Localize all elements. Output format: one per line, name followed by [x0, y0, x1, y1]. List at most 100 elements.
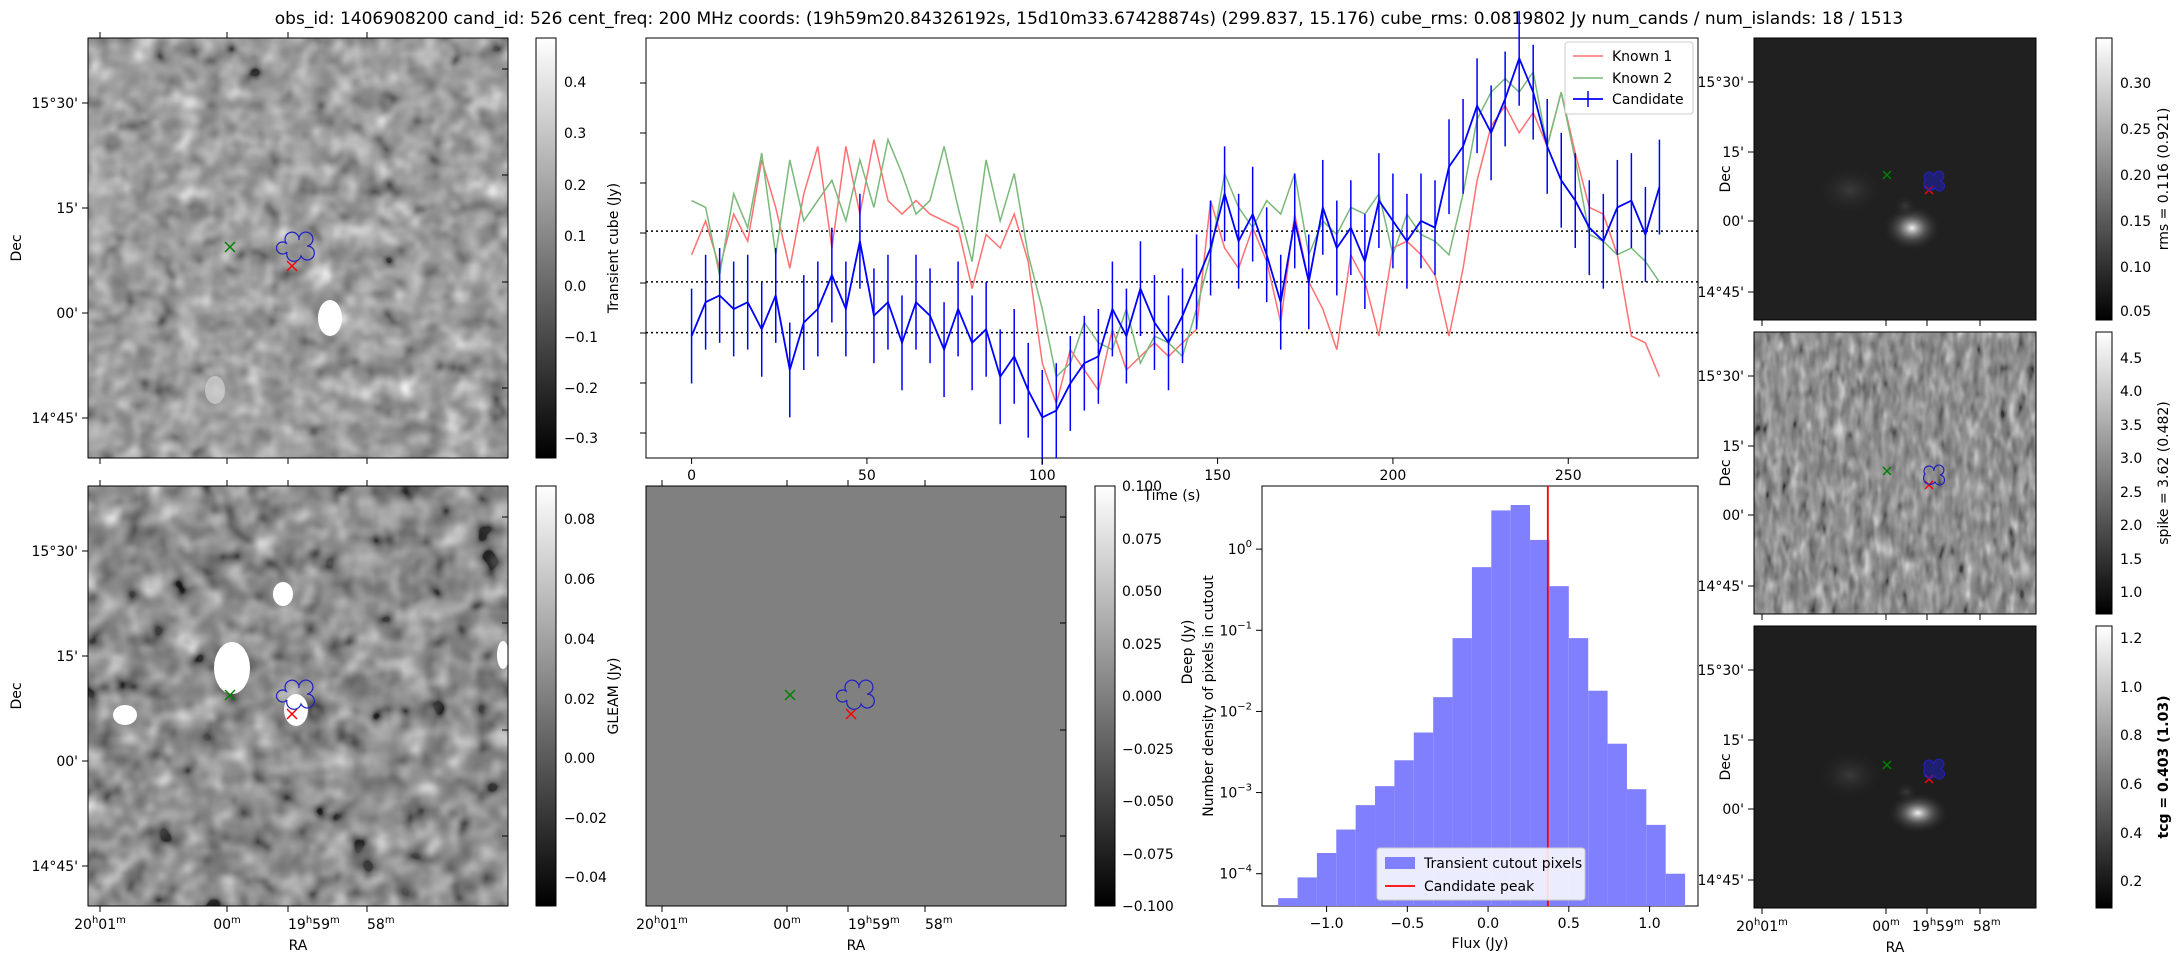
x-tick-label: −0.5 — [1390, 916, 1424, 932]
histogram-bar — [1626, 789, 1647, 906]
rms-panel: 15°30' 15' 00' 14°45' Dec 0.30 0.25 0.20… — [1698, 37, 2172, 326]
y-tick-label: 10−2 — [1219, 701, 1252, 720]
ra-axis-label: RA — [1886, 940, 1905, 956]
cbar-tick-label: 1.5 — [2120, 552, 2142, 568]
dec-axis-label: Dec — [1718, 753, 1734, 780]
cbar-tick-label: 0.6 — [2120, 777, 2142, 793]
histogram-plot — [1278, 486, 1686, 906]
cbar-tick-label: 0.1 — [564, 229, 586, 245]
histogram-bar — [1297, 877, 1317, 906]
rms-cbar-label: rms = 0.116 (0.921) — [2156, 108, 2172, 251]
cbar-tick-label: 1.0 — [2120, 680, 2142, 696]
ra-tick-label: 00m — [773, 915, 801, 933]
series-line-candidate — [690, 55, 1661, 419]
light-curve-plot — [646, 10, 1698, 465]
cbar-tick-label: 1.2 — [2120, 631, 2142, 647]
legend-label: Known 1 — [1612, 49, 1672, 65]
x-tick-label: 150 — [1204, 468, 1231, 484]
cbar-tick-label: −0.1 — [564, 330, 598, 346]
cbar-tick-label: −0.100 — [1122, 899, 1174, 915]
histogram-bar — [1646, 824, 1666, 906]
light-curve-panel: 0 50 100 150 200 250 Time (s) Known 1 Known 2… — [640, 10, 1699, 504]
cbar-tick-label: 0.05 — [2120, 304, 2151, 320]
dec-tick-label: 15°30' — [1698, 75, 1744, 91]
gleam-cbar-side-label: GLEAM (Jy) — [606, 658, 622, 735]
cbar-tick-label: 0.30 — [2120, 76, 2151, 92]
y-tick-label: 10−4 — [1219, 864, 1252, 883]
light-curve-x-ticks: 0 50 100 150 200 250 — [687, 458, 1582, 484]
dec-axis-label: Dec — [9, 234, 25, 261]
cbar-tick-label: 4.0 — [2120, 384, 2142, 400]
cbar-tick-label: 0.06 — [564, 572, 595, 588]
figure-title: obs_id: 1406908200 cand_id: 526 cent_fre… — [275, 9, 1903, 29]
dec-tick-label: 15°30' — [32, 544, 78, 560]
cbar-tick-label: 3.5 — [2120, 418, 2142, 434]
ra-tick-labels: 20h01m 00m 19h59m 58m — [636, 915, 952, 933]
x-tick-label: 200 — [1380, 468, 1407, 484]
deep-cbar-label: Deep (Jy) — [1180, 620, 1196, 685]
light-curve-xlabel: Time (s) — [1143, 488, 1201, 504]
cbar-tick-label: 2.5 — [2120, 485, 2142, 501]
series-line-known-2 — [691, 69, 1661, 379]
ra-tick-label: 58m — [1973, 917, 2001, 935]
tcg-cbar-label: tcg = 0.403 (1.03) — [2156, 696, 2172, 839]
cbar-tick-label: 0.25 — [2120, 122, 2151, 138]
cbar-tick-label: 0.100 — [1122, 479, 1162, 495]
legend-label: Transient cutout pixels — [1423, 856, 1582, 872]
legend-label: Known 2 — [1612, 71, 1672, 87]
dec-tick-label: 15' — [1722, 439, 1744, 455]
histogram-bar — [1530, 539, 1550, 906]
x-tick-label: −1.0 — [1310, 916, 1344, 932]
ra-tick-label: 20h01m — [74, 915, 126, 933]
histogram-bar — [1549, 586, 1569, 906]
cbar-tick-label: −0.025 — [1122, 742, 1174, 758]
cbar-tick-label: 0.4 — [2120, 826, 2142, 842]
cbar-tick-label: −0.2 — [564, 381, 598, 397]
dec-tick-label: 00' — [1722, 214, 1744, 230]
gleam-panel: GLEAM (Jy) 20h01m 00m 19h59m 58m RA 0.10… — [606, 479, 1196, 954]
dec-tick-label: 15°30' — [1698, 663, 1744, 679]
cbar-tick-label: 0.075 — [1122, 532, 1162, 548]
light-curve-legend: Known 1 Known 2 Candidate — [1564, 41, 1694, 115]
cbar-ticks: 0.08 0.06 0.04 0.02 0.00 −0.02 −0.04 — [564, 512, 607, 886]
ra-tick-label: 00m — [1872, 917, 1900, 935]
candidate-marker — [286, 260, 298, 272]
dec-tick-label: 15' — [1722, 733, 1744, 749]
cbar-tick-label: 0.20 — [2120, 168, 2151, 184]
dec-tick-label: 14°45' — [1698, 873, 1744, 889]
x-tick-label: 0 — [687, 468, 696, 484]
tcg-panel: 15°30' 15' 00' 14°45' Dec 20h01m 00m 19h… — [1698, 625, 2172, 956]
candidate-contour — [276, 231, 315, 262]
y-tick-label: 10−3 — [1219, 783, 1252, 802]
ra-tick-label: 19h59m — [1912, 917, 1964, 935]
dec-tick-label: 14°45' — [1698, 285, 1744, 301]
ra-tick-label: 20h01m — [636, 915, 688, 933]
cbar-tick-label: 0.4 — [564, 75, 586, 91]
cbar-tick-label: −0.050 — [1122, 794, 1174, 810]
spike-cbar-label: spike = 3.62 (0.482) — [2156, 401, 2172, 545]
histogram-bar — [1568, 638, 1589, 906]
histogram-legend: Transient cutout pixels Candidate peak — [1376, 847, 1586, 901]
dec-axis-label: Dec — [9, 682, 25, 709]
ra-tick-labels: 20h01m 00m 19h59m 58m — [1736, 917, 2000, 935]
cbar-tick-label: −0.02 — [564, 811, 607, 827]
dec-tick-label: 15' — [56, 649, 78, 665]
ra-axis-label: RA — [289, 938, 308, 954]
x-tick-label: 100 — [1029, 468, 1056, 484]
histogram-bar — [1471, 567, 1492, 906]
ra-tick-label: 58m — [925, 915, 953, 933]
x-tick-label: 0.0 — [1477, 916, 1499, 932]
x-tick-label: 1.0 — [1638, 916, 1660, 932]
deep-panel: 15°30' 15' 00' 14°45' Dec 20h01m 00m 19h… — [9, 480, 607, 954]
cbar-tick-label: 0.2 — [2120, 874, 2142, 890]
cbar-tick-label: 0.00 — [564, 751, 595, 767]
cbar-tick-label: 0.02 — [564, 692, 595, 708]
dec-tick-label: 14°45' — [32, 411, 78, 427]
cbar-tick-label: 0.10 — [2120, 260, 2151, 276]
x-tick-label: 0.5 — [1558, 916, 1580, 932]
cbar-tick-label: 2.0 — [2120, 518, 2142, 534]
cbar-tick-label: 3.0 — [2120, 451, 2142, 467]
y-tick-label: 10−1 — [1219, 620, 1252, 639]
cbar-tick-label: 0.025 — [1122, 637, 1162, 653]
histogram-bar — [1336, 829, 1356, 906]
